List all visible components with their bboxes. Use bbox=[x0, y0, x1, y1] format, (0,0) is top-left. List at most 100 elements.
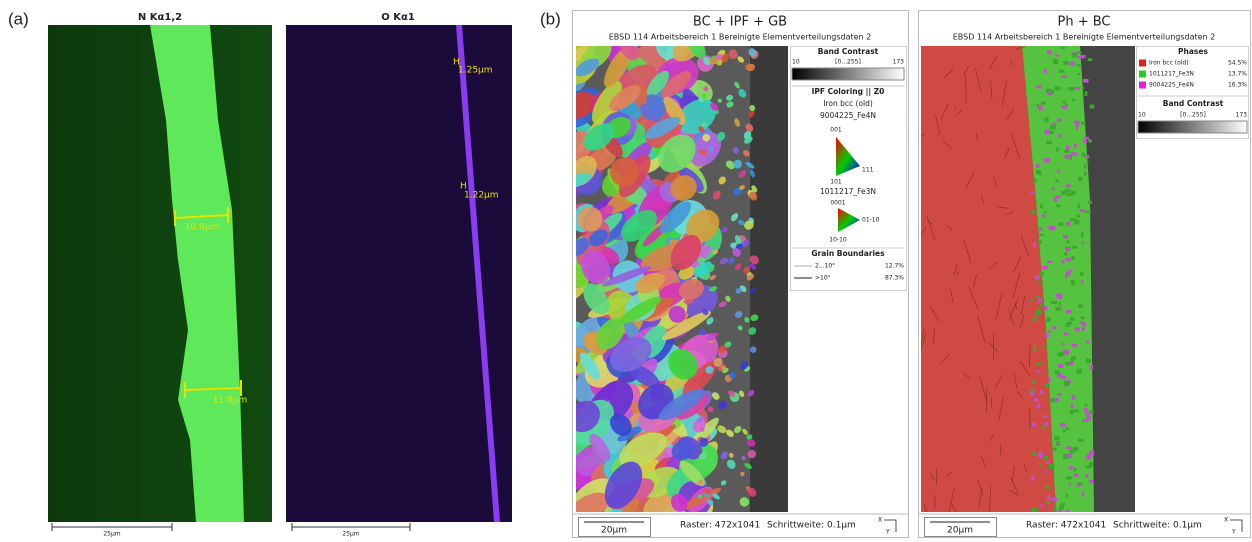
grain bbox=[1064, 381, 1070, 385]
gb-share: 12.7% bbox=[885, 263, 904, 270]
grain bbox=[1086, 159, 1088, 161]
grain bbox=[1046, 462, 1050, 464]
grain bbox=[1050, 125, 1056, 129]
ipf-corner: 0001 bbox=[830, 200, 845, 207]
grain bbox=[1086, 358, 1091, 363]
grain bbox=[1047, 331, 1050, 333]
grain bbox=[1051, 497, 1057, 501]
grain bbox=[1085, 211, 1091, 214]
grain bbox=[1037, 276, 1040, 279]
map-title: BC + IPF + GB bbox=[693, 15, 787, 30]
grain bbox=[1040, 303, 1042, 308]
grain bbox=[1053, 59, 1058, 64]
grain bbox=[1082, 153, 1086, 157]
grain bbox=[1076, 126, 1078, 129]
grain bbox=[1031, 299, 1033, 301]
grain bbox=[1033, 242, 1036, 247]
grain bbox=[1033, 451, 1037, 456]
grain bbox=[1067, 270, 1072, 272]
grain bbox=[1077, 369, 1083, 374]
phase-name: Iron bcc (old) bbox=[1149, 60, 1189, 67]
grain bbox=[1084, 408, 1088, 411]
grain bbox=[1052, 123, 1057, 125]
grain bbox=[1066, 447, 1072, 450]
phase-swatch bbox=[1139, 60, 1146, 67]
grain bbox=[1054, 398, 1058, 402]
panel-label: (a) bbox=[8, 9, 29, 28]
grain bbox=[1090, 105, 1095, 109]
grain bbox=[1085, 412, 1090, 416]
grain bbox=[1076, 64, 1081, 66]
color-bar bbox=[792, 68, 904, 80]
grain bbox=[1085, 474, 1088, 477]
grain bbox=[1083, 137, 1089, 139]
legend-min: 10 bbox=[1138, 112, 1146, 119]
grain bbox=[1074, 468, 1077, 471]
grain bbox=[1067, 193, 1072, 196]
measurement: 1.22μm bbox=[464, 191, 499, 201]
grain bbox=[1088, 139, 1091, 142]
grain bbox=[1082, 87, 1084, 89]
grain bbox=[1070, 218, 1076, 221]
grain bbox=[1036, 164, 1040, 168]
panel-label: (b) bbox=[540, 9, 561, 28]
grain bbox=[1063, 61, 1069, 65]
grain bbox=[1037, 363, 1041, 366]
grain bbox=[1047, 317, 1051, 322]
grain bbox=[1040, 204, 1043, 208]
grain bbox=[1046, 141, 1051, 144]
grain bbox=[1045, 384, 1048, 388]
grain bbox=[1064, 189, 1070, 192]
grain bbox=[1066, 494, 1068, 497]
grain bbox=[1044, 212, 1047, 214]
grain bbox=[1030, 191, 1035, 193]
grain bbox=[1070, 62, 1075, 66]
grain bbox=[1048, 464, 1054, 469]
grain bbox=[1082, 327, 1085, 331]
grain bbox=[1072, 53, 1078, 57]
grain bbox=[1048, 377, 1050, 381]
map-title: Ph + BC bbox=[1057, 15, 1110, 30]
step-size: Schrittweite: 0.1μm bbox=[1113, 521, 1202, 531]
grain bbox=[1066, 222, 1070, 226]
grain bbox=[1061, 376, 1066, 380]
grain bbox=[1059, 505, 1064, 510]
grain bbox=[1062, 105, 1067, 108]
grain bbox=[1038, 240, 1042, 244]
grain bbox=[1066, 184, 1070, 187]
axis-x: X bbox=[1224, 517, 1228, 524]
grain bbox=[1072, 246, 1077, 249]
grain bbox=[1071, 359, 1074, 362]
grain bbox=[1049, 131, 1054, 134]
grain bbox=[1044, 306, 1047, 310]
grain bbox=[1045, 117, 1049, 122]
grain bbox=[1061, 503, 1065, 505]
grain bbox=[1063, 235, 1068, 238]
grain bbox=[1039, 463, 1041, 467]
grain bbox=[1038, 298, 1042, 302]
grain bbox=[1055, 371, 1060, 374]
grain bbox=[1081, 121, 1085, 125]
grain bbox=[1032, 508, 1038, 512]
grain bbox=[1078, 73, 1080, 75]
grain bbox=[1072, 344, 1077, 347]
legend-title: Band Contrast bbox=[818, 47, 879, 56]
grain bbox=[1083, 140, 1087, 143]
grain bbox=[1085, 404, 1088, 406]
grain bbox=[1084, 165, 1086, 169]
grain bbox=[1081, 232, 1084, 237]
grain bbox=[1064, 332, 1069, 335]
grain bbox=[1062, 260, 1064, 263]
legend-title: Band Contrast bbox=[1163, 99, 1224, 108]
grain bbox=[1063, 430, 1066, 433]
grain bbox=[1032, 423, 1036, 427]
color-bar bbox=[1138, 121, 1247, 133]
grain bbox=[1034, 179, 1037, 183]
grain bbox=[1033, 379, 1036, 384]
grain bbox=[1086, 340, 1089, 343]
grain bbox=[1044, 69, 1047, 73]
grain bbox=[1056, 147, 1059, 151]
phase-swatch bbox=[1139, 82, 1146, 89]
grain bbox=[1089, 462, 1093, 467]
phase-swatch bbox=[1139, 71, 1146, 78]
